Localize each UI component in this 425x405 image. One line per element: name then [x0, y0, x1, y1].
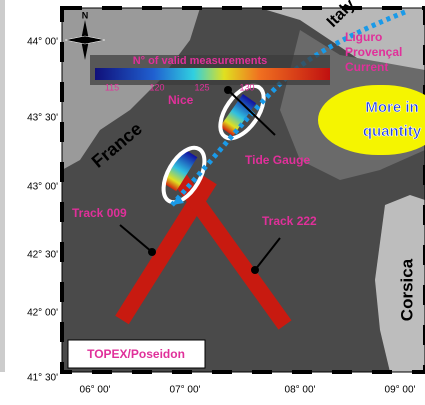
- lon-label: 08° 00': [285, 385, 316, 396]
- map-figure: N N° of valid measurements 115120125130 …: [0, 0, 425, 400]
- place-label: Corsica: [397, 258, 416, 321]
- current-label: Provençal: [345, 45, 402, 59]
- mission-label: TOPEX/Poseidon: [87, 347, 185, 361]
- edge-strip: [0, 0, 5, 372]
- track-label: Track 222: [262, 214, 317, 228]
- lat-label: 44° 00': [27, 37, 58, 48]
- lon-label: 09° 00': [385, 385, 416, 396]
- lon-label: 06° 00': [80, 385, 111, 396]
- lat-label: 43° 30': [27, 113, 58, 124]
- colorbar-tick: 115: [105, 82, 119, 92]
- lat-label: 41° 30': [27, 373, 58, 384]
- current-label: Current: [345, 60, 388, 74]
- callout-text: More in: [365, 99, 418, 116]
- tide-gauge-label: Tide Gauge: [245, 153, 310, 167]
- colorbar-title: N° of valid measurements: [133, 55, 268, 67]
- track-label: Track 009: [72, 206, 127, 220]
- lat-label: 43° 00': [27, 182, 58, 193]
- colorbar-tick: 120: [149, 82, 164, 92]
- colorbar-tick: 130: [239, 82, 254, 92]
- colorbar-tick: 125: [194, 82, 209, 92]
- lat-label: 42° 00': [27, 308, 58, 319]
- place-label: Nice: [168, 93, 194, 107]
- callout-text: quantity: [363, 123, 422, 140]
- current-label: Liguro: [345, 30, 382, 44]
- lat-label: 42° 30': [27, 250, 58, 261]
- compass-label: N: [82, 10, 89, 20]
- lon-label: 07° 00': [170, 385, 201, 396]
